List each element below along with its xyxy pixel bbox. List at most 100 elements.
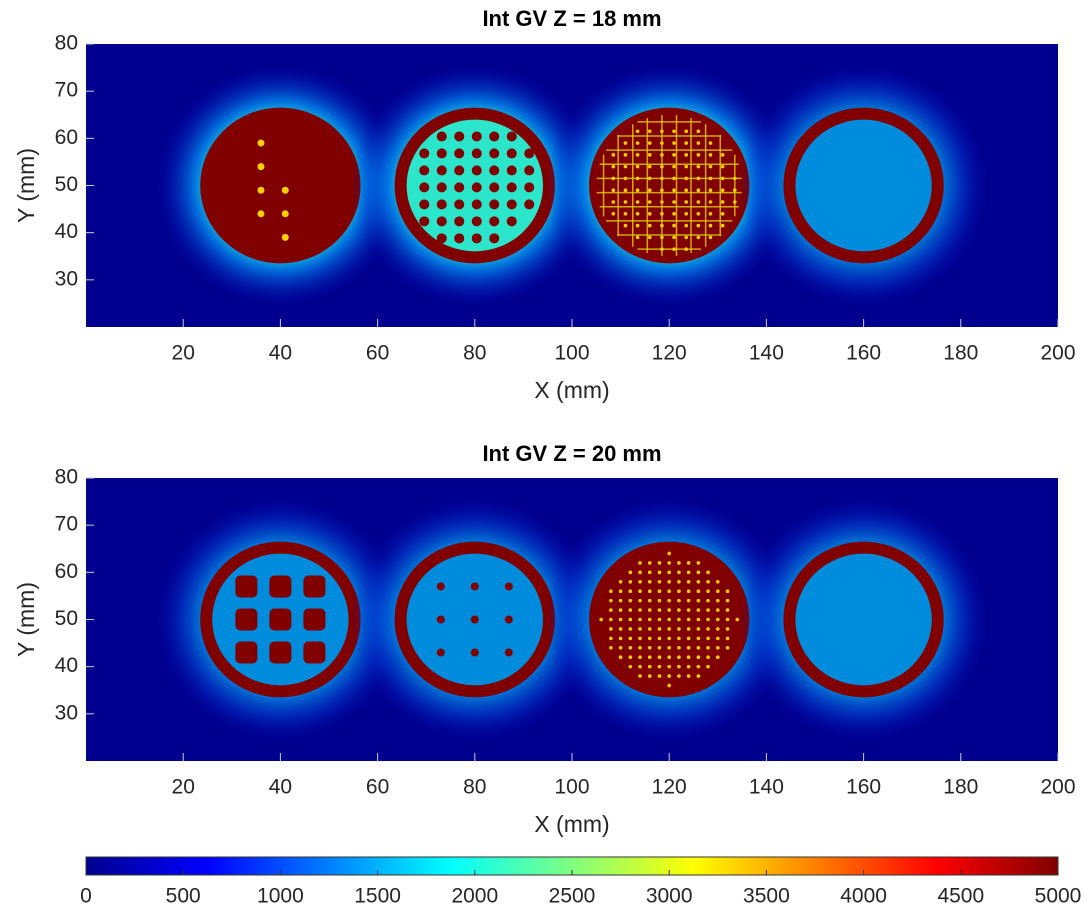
hot-spot xyxy=(726,618,730,622)
pillar xyxy=(524,182,534,192)
y-tick-label: 80 xyxy=(55,32,78,55)
hot-spot xyxy=(672,153,676,157)
hot-spot xyxy=(687,561,691,565)
hot-spot xyxy=(684,153,688,157)
hot-spot xyxy=(658,589,662,593)
hot-spot xyxy=(648,580,652,584)
hot-spot xyxy=(716,655,720,659)
hot-spot xyxy=(638,571,642,575)
hot-spot xyxy=(629,665,633,669)
pillar xyxy=(472,165,482,175)
hot-spot xyxy=(716,608,720,612)
pillar xyxy=(235,609,257,631)
pillar xyxy=(235,642,257,664)
y-tick-label: 70 xyxy=(55,513,78,536)
hot-spot xyxy=(636,212,640,216)
disk xyxy=(200,108,360,264)
pillar xyxy=(437,165,447,175)
hot-spot xyxy=(677,561,681,565)
hot-spot xyxy=(735,618,739,622)
hot-spot xyxy=(648,165,652,169)
hot-spot xyxy=(257,210,264,217)
hot-spot xyxy=(721,200,725,204)
hot-spot xyxy=(709,165,713,169)
colorbar-tick-label: 0 xyxy=(80,885,92,908)
y-tick-label: 40 xyxy=(55,220,78,243)
hot-spot xyxy=(629,637,633,641)
x-tick-label: 140 xyxy=(749,776,784,799)
hot-spot xyxy=(667,665,671,669)
hot-spot xyxy=(667,674,671,678)
hot-spot xyxy=(648,608,652,612)
pillar xyxy=(454,148,464,158)
hot-spot xyxy=(697,224,701,228)
hot-spot xyxy=(672,236,676,240)
hot-spot xyxy=(648,212,652,216)
colorbar-tick-label: 3500 xyxy=(743,885,790,908)
pillar xyxy=(303,609,325,631)
pillar xyxy=(472,233,482,243)
hot-spot xyxy=(677,599,681,603)
hot-spot xyxy=(624,153,628,157)
pillar xyxy=(235,575,257,597)
hot-spot xyxy=(667,571,671,575)
hot-spot xyxy=(629,646,633,650)
hot-spot xyxy=(612,200,616,204)
hot-spot xyxy=(638,646,642,650)
hot-spot xyxy=(612,153,616,157)
pillar xyxy=(505,582,513,590)
x-tick-label: 180 xyxy=(943,776,978,799)
hot-spot xyxy=(636,224,640,228)
hot-spot xyxy=(706,589,710,593)
hot-spot xyxy=(612,212,616,216)
hot-spot xyxy=(726,589,730,593)
y-tick-label: 40 xyxy=(55,654,78,677)
pillar xyxy=(419,182,429,192)
hot-spot xyxy=(619,589,623,593)
pillar xyxy=(471,582,479,590)
hot-spot xyxy=(638,589,642,593)
hot-spot xyxy=(667,589,671,593)
colorbar-tick-label: 500 xyxy=(166,885,201,908)
pillar xyxy=(269,575,291,597)
pillar xyxy=(454,131,464,141)
hot-spot xyxy=(619,655,623,659)
hot-spot xyxy=(638,627,642,631)
glow xyxy=(739,499,988,740)
hot-spot xyxy=(667,637,671,641)
pillar xyxy=(419,148,429,158)
pillar xyxy=(472,148,482,158)
hot-spot xyxy=(648,618,652,622)
hot-spot xyxy=(648,589,652,593)
hot-spot xyxy=(716,637,720,641)
hot-spot xyxy=(648,655,652,659)
disk xyxy=(589,108,749,264)
hot-spot xyxy=(697,165,701,169)
hot-spot xyxy=(658,655,662,659)
pillar xyxy=(454,165,464,175)
hot-spot xyxy=(726,599,730,603)
x-axis-label: X (mm) xyxy=(534,811,609,837)
pillar xyxy=(419,165,429,175)
hot-spot xyxy=(677,627,681,631)
hot-spot xyxy=(629,580,633,584)
hot-spot xyxy=(697,599,701,603)
pillar xyxy=(489,148,499,158)
y-axis-label: Y (mm) xyxy=(13,582,39,657)
pillar xyxy=(507,182,517,192)
hot-spot xyxy=(282,187,289,194)
pillar xyxy=(437,199,447,209)
x-tick-label: 100 xyxy=(554,342,589,365)
hot-spot xyxy=(624,141,628,145)
hot-spot xyxy=(721,212,725,216)
hot-spot xyxy=(667,608,671,612)
colorbar-tick-label: 3000 xyxy=(646,885,693,908)
hot-spot xyxy=(687,627,691,631)
hot-spot xyxy=(672,224,676,228)
hot-spot xyxy=(709,200,713,204)
hot-spot xyxy=(684,224,688,228)
hot-spot xyxy=(667,646,671,650)
colorbar-tick-label: 2500 xyxy=(549,885,596,908)
colorbar-tick-label: 1500 xyxy=(354,885,401,908)
hot-spot xyxy=(624,165,628,169)
